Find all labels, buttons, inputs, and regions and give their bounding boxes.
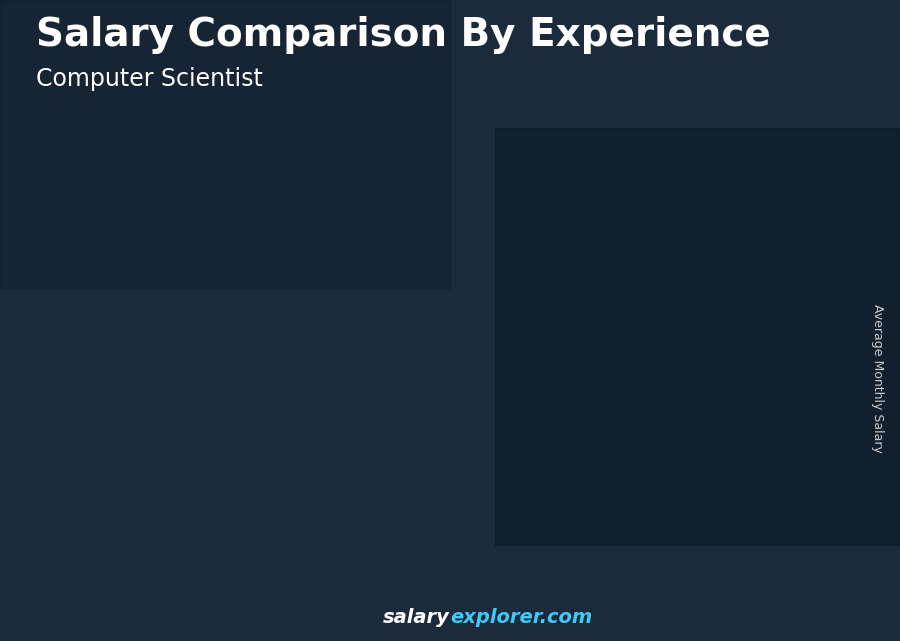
- Polygon shape: [87, 510, 171, 515]
- Bar: [760, 16, 860, 37]
- Text: +nan%: +nan%: [140, 415, 223, 435]
- Polygon shape: [639, 312, 651, 564]
- Circle shape: [792, 37, 828, 60]
- Polygon shape: [759, 263, 771, 564]
- Bar: [327, 415, 399, 564]
- Text: Average Monthly Salary: Average Monthly Salary: [871, 304, 884, 453]
- Polygon shape: [519, 362, 531, 564]
- Text: Computer Scientist: Computer Scientist: [36, 67, 263, 91]
- Bar: [760, 37, 860, 59]
- Text: 0 XPF: 0 XPF: [416, 394, 459, 408]
- Polygon shape: [447, 362, 531, 366]
- Text: +nan%: +nan%: [621, 206, 703, 226]
- Polygon shape: [279, 461, 291, 564]
- Text: 0 XPF: 0 XPF: [656, 294, 698, 310]
- Polygon shape: [687, 263, 771, 267]
- Polygon shape: [327, 412, 411, 415]
- Bar: [567, 316, 639, 564]
- Text: 0 XPF: 0 XPF: [176, 492, 219, 508]
- Text: 0 XPF: 0 XPF: [536, 344, 579, 359]
- Text: Salary Comparison By Experience: Salary Comparison By Experience: [36, 16, 770, 54]
- Bar: [0, 0, 450, 288]
- Bar: [207, 465, 279, 564]
- Polygon shape: [399, 412, 411, 564]
- Polygon shape: [207, 461, 291, 465]
- Bar: [447, 366, 519, 564]
- Polygon shape: [159, 510, 171, 564]
- Text: salary: salary: [383, 608, 450, 627]
- Text: 0 XPF: 0 XPF: [776, 245, 819, 260]
- Text: +nan%: +nan%: [500, 258, 583, 279]
- Polygon shape: [567, 312, 651, 316]
- Bar: [687, 267, 759, 564]
- Bar: [760, 59, 860, 80]
- Text: ●: ●: [806, 43, 814, 53]
- Text: +nan%: +nan%: [261, 363, 343, 383]
- Text: explorer.com: explorer.com: [450, 608, 592, 627]
- Bar: [87, 515, 159, 564]
- Bar: [495, 128, 900, 545]
- Text: +nan%: +nan%: [381, 311, 463, 331]
- Text: 0 XPF: 0 XPF: [296, 443, 338, 458]
